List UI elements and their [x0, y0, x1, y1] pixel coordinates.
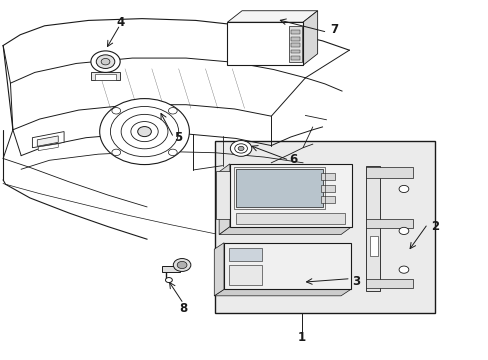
Bar	[321, 173, 334, 180]
Text: 7: 7	[330, 23, 338, 36]
Circle shape	[101, 58, 110, 65]
Text: 8: 8	[179, 302, 187, 315]
Bar	[321, 185, 334, 192]
Circle shape	[165, 278, 172, 283]
Polygon shape	[214, 289, 350, 296]
Bar	[366, 220, 412, 228]
Polygon shape	[303, 11, 317, 65]
Circle shape	[398, 185, 408, 193]
Circle shape	[177, 261, 186, 269]
Circle shape	[173, 258, 190, 271]
Circle shape	[131, 122, 158, 141]
Bar	[228, 248, 262, 261]
Bar	[366, 167, 412, 178]
Bar	[235, 213, 345, 224]
Bar	[366, 279, 412, 288]
Bar	[291, 56, 300, 60]
Circle shape	[112, 149, 121, 156]
Text: 2: 2	[431, 220, 439, 233]
Bar	[366, 166, 379, 291]
Circle shape	[138, 127, 151, 136]
Text: 5: 5	[174, 131, 183, 144]
Bar	[321, 196, 334, 203]
Bar	[216, 171, 230, 220]
Bar	[291, 43, 300, 47]
Bar	[291, 50, 300, 53]
Circle shape	[234, 144, 247, 153]
Bar	[91, 72, 120, 80]
Bar	[224, 243, 350, 289]
Polygon shape	[214, 243, 224, 296]
Bar	[228, 265, 262, 285]
Bar	[291, 31, 300, 34]
Circle shape	[398, 266, 408, 273]
Circle shape	[96, 55, 115, 68]
Circle shape	[110, 107, 178, 157]
Circle shape	[91, 51, 120, 72]
Circle shape	[112, 108, 121, 114]
Circle shape	[238, 146, 244, 150]
Bar	[161, 266, 180, 272]
Text: 4: 4	[116, 16, 124, 29]
Bar	[215, 140, 434, 313]
Bar	[229, 164, 351, 226]
Text: 1: 1	[297, 331, 305, 344]
Polygon shape	[227, 11, 317, 22]
Bar	[95, 74, 116, 80]
Circle shape	[121, 114, 167, 149]
Circle shape	[168, 108, 177, 114]
Polygon shape	[37, 136, 58, 146]
Text: 3: 3	[352, 275, 360, 288]
Polygon shape	[219, 226, 351, 234]
Polygon shape	[38, 144, 58, 150]
Bar	[233, 167, 325, 209]
Circle shape	[398, 227, 408, 234]
Bar	[291, 37, 300, 41]
Bar	[369, 236, 377, 256]
Circle shape	[230, 140, 251, 156]
Bar	[235, 169, 323, 207]
Bar	[289, 26, 302, 62]
Polygon shape	[219, 164, 229, 234]
Bar	[227, 22, 303, 65]
Circle shape	[168, 149, 177, 156]
Text: 6: 6	[288, 153, 297, 166]
Circle shape	[100, 99, 189, 165]
Polygon shape	[32, 132, 64, 148]
